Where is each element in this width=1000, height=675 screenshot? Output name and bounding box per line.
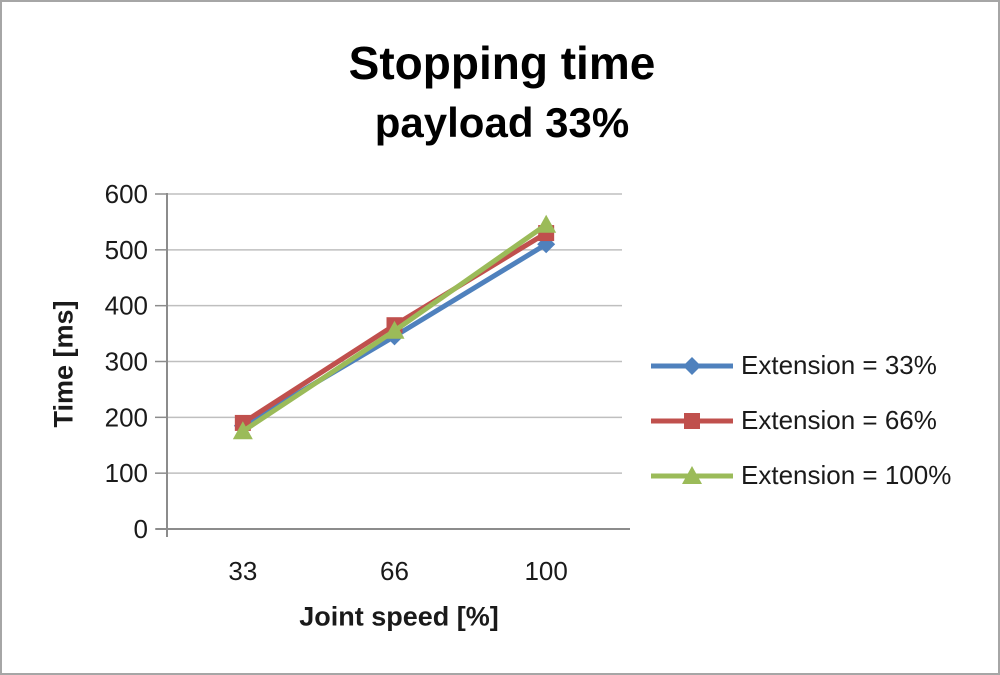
x-tick-label: 33 [228, 556, 257, 586]
series-extension-100- [232, 214, 557, 440]
y-axis-title: Time [ms] [48, 300, 79, 428]
x-axis-title: Joint speed [%] [299, 601, 499, 632]
y-tick-label: 0 [134, 514, 148, 544]
y-tick-label: 400 [105, 291, 148, 321]
square-legend-marker-icon [651, 412, 733, 429]
y-tick-label: 600 [105, 179, 148, 209]
y-tick-label: 100 [105, 458, 148, 488]
diamond-legend-marker-icon [651, 356, 733, 375]
y-tick-label: 200 [105, 402, 148, 432]
y-tick-label: 500 [105, 235, 148, 265]
legend-label: Extension = 66% [741, 405, 937, 435]
data-point-marker [536, 214, 557, 233]
y-tick-label: 300 [105, 347, 148, 377]
legend-marker [683, 356, 701, 375]
legend-item: Extension = 100% [648, 448, 951, 503]
x-tick-label: 100 [524, 556, 567, 586]
x-tick-label: 66 [380, 556, 409, 586]
legend-item: Extension = 66% [648, 393, 951, 448]
triangle-legend-marker-icon [651, 465, 733, 484]
data-point-marker [384, 320, 405, 339]
legend-marker [682, 465, 702, 484]
data-point-marker [232, 421, 253, 440]
legend-label: Extension = 33% [741, 350, 937, 380]
legend-label: Extension = 100% [741, 460, 952, 490]
legend-item: Extension = 33% [648, 338, 951, 393]
legend-marker [684, 412, 700, 429]
legend: Extension = 33% Extension = 66% Extension … [648, 338, 951, 503]
